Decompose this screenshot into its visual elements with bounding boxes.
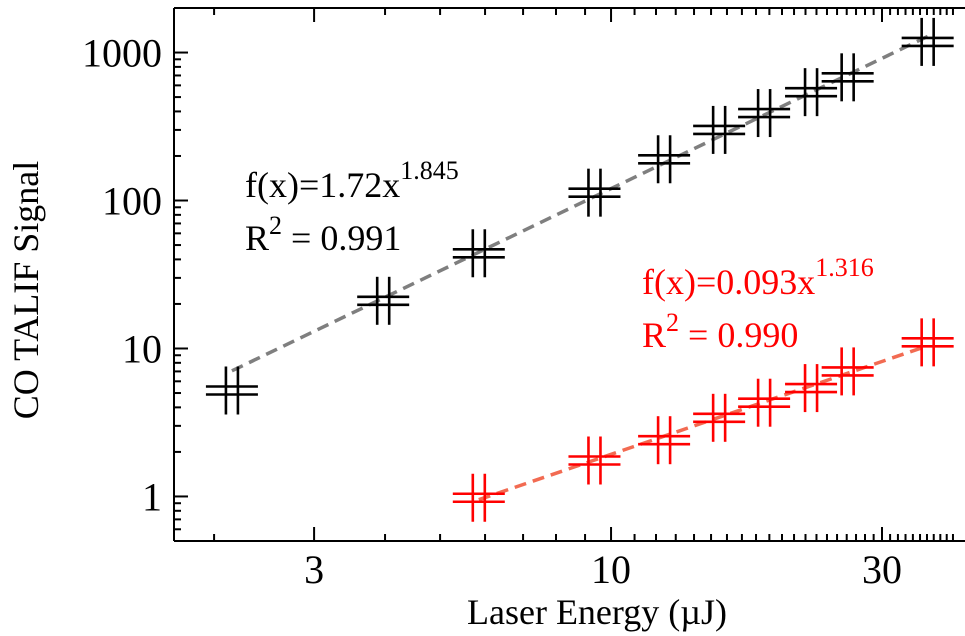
fit-line-black	[231, 34, 929, 373]
fit-equation-red: f(x)=0.093x1.316	[642, 253, 874, 302]
x-tick-label: 3	[304, 547, 324, 592]
data-point	[693, 105, 746, 154]
tick-labels: 3 10 30 1 10 100 1000	[82, 31, 902, 592]
x-tick-label: 10	[591, 547, 631, 592]
data-point	[693, 393, 746, 442]
data-point	[638, 416, 691, 465]
series-red	[452, 318, 954, 522]
data-point	[901, 17, 954, 66]
fit-r2-black: R2 = 0.991	[245, 211, 401, 258]
y-tick-label: 1000	[82, 31, 162, 76]
data-point	[901, 318, 954, 367]
data-point	[738, 378, 791, 427]
data-points	[205, 17, 954, 522]
fit-equation-black: f(x)=1.72x1.845	[245, 156, 459, 205]
fit-equation-black-prefix: f(x)=1.72x	[245, 165, 400, 205]
data-point	[638, 135, 691, 184]
fit-equation-black-exponent: 1.845	[400, 156, 459, 185]
data-point	[205, 366, 258, 415]
data-point	[785, 68, 838, 117]
y-tick-label: 100	[102, 179, 162, 224]
data-point	[452, 473, 505, 522]
fit-equation-red-prefix: f(x)=0.093x	[642, 262, 815, 302]
data-point	[452, 229, 505, 278]
x-tick-label: 30	[862, 547, 902, 592]
data-point	[821, 347, 874, 396]
fit-r2-black-prefix: R	[245, 218, 269, 258]
y-tick-label: 1	[142, 474, 162, 519]
fit-r2-red-prefix: R	[642, 315, 666, 355]
fit-r2-red-sup: 2	[666, 308, 679, 337]
data-point	[785, 364, 838, 413]
fit-r2-red-value: = 0.990	[679, 315, 798, 355]
data-point	[738, 89, 791, 138]
data-point	[821, 53, 874, 102]
fit-equation-red-exponent: 1.316	[815, 253, 874, 282]
data-point	[568, 436, 621, 485]
fit-r2-black-value: = 0.991	[282, 218, 401, 258]
axes	[173, 7, 965, 542]
y-tick-label: 10	[122, 326, 162, 371]
series-black	[205, 17, 954, 415]
data-point	[568, 168, 621, 217]
data-point	[357, 276, 410, 325]
fit-r2-red: R2 = 0.990	[642, 308, 798, 355]
x-axis-title: Laser Energy (µJ)	[467, 592, 727, 632]
y-axis-title: CO TALIF Signal	[6, 161, 46, 419]
fit-r2-black-sup: 2	[269, 211, 282, 240]
